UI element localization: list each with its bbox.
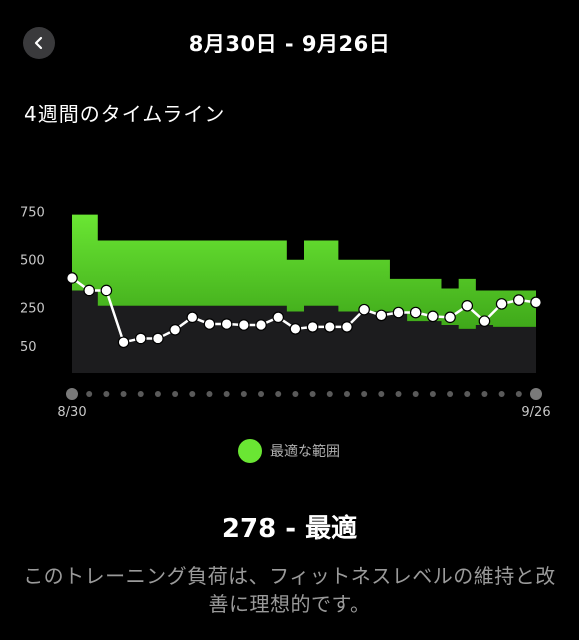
load-point <box>409 306 422 319</box>
load-line <box>71 276 537 344</box>
load-point <box>513 294 525 306</box>
load-point <box>238 319 250 331</box>
x-day-dot <box>343 391 350 397</box>
load-point <box>375 309 388 322</box>
legend-swatch <box>238 439 262 463</box>
load-point <box>255 319 267 331</box>
load-point <box>117 336 130 349</box>
y-tick-label: 50 <box>20 340 37 355</box>
x-day-dot <box>189 391 196 397</box>
load-point <box>478 315 491 327</box>
x-start-label: 8/30 <box>57 405 86 420</box>
legend-label: 最適な範囲 <box>270 444 340 460</box>
y-tick-label: 750 <box>20 206 45 221</box>
load-description: このトレーニング負荷は、フィットネスレベルの維持と改善に理想的です。 <box>23 564 556 616</box>
timeline-title: 4週間のタイムライン <box>24 102 226 126</box>
load-point <box>289 323 302 335</box>
x-day-dot <box>464 391 471 397</box>
load-point <box>461 300 474 312</box>
load-point <box>427 310 439 323</box>
x-day-dot <box>206 391 213 397</box>
x-day-dot <box>447 391 454 397</box>
x-day-dot <box>515 391 522 397</box>
load-point <box>530 296 542 309</box>
x-day-dot <box>223 391 230 397</box>
chevron-left-icon <box>34 36 43 50</box>
load-point <box>186 311 199 324</box>
load-point <box>203 318 216 330</box>
load-point <box>220 318 233 330</box>
load-point <box>152 332 164 345</box>
y-tick-label: 250 <box>20 302 45 317</box>
x-day-dot <box>103 391 110 397</box>
load-point <box>341 321 353 333</box>
load-point <box>272 311 285 324</box>
load-point <box>134 332 147 345</box>
page-title: 8月30日 - 9月26日 <box>188 32 391 56</box>
below-range-area <box>72 290 536 373</box>
y-tick-label: 500 <box>20 254 45 269</box>
x-day-dot <box>361 391 368 397</box>
x-day-dot <box>120 391 127 397</box>
x-day-dot <box>240 391 247 397</box>
legend: 最適な範囲 <box>238 439 340 463</box>
x-day-dot <box>395 391 402 397</box>
load-point <box>169 324 181 336</box>
x-day-dot <box>498 391 505 397</box>
x-day-dot <box>137 391 144 397</box>
x-day-dot <box>412 391 419 397</box>
x-day-dot <box>326 391 333 397</box>
load-point <box>323 321 336 333</box>
load-point <box>306 321 319 333</box>
x-endpoint-dot <box>66 388 78 400</box>
optimal-range-area <box>72 214 536 329</box>
x-end-label: 9/26 <box>521 405 550 420</box>
back-button[interactable] <box>23 27 55 59</box>
load-point <box>83 284 95 297</box>
x-endpoint-dot <box>530 388 542 400</box>
training-load-chart: 750 500 250 50 8/30 9/26 <box>20 206 551 420</box>
load-point <box>66 272 78 284</box>
x-day-dot <box>258 391 265 397</box>
x-day-dot <box>481 391 488 397</box>
x-day-dot <box>429 391 436 397</box>
x-day-dot <box>172 391 179 397</box>
load-point <box>444 311 456 324</box>
load-point <box>100 284 113 297</box>
load-value: 278 - 最適 <box>221 514 358 544</box>
x-day-dot <box>275 391 282 397</box>
x-day-dot <box>378 391 385 397</box>
load-point <box>495 298 508 310</box>
load-point <box>392 306 405 319</box>
x-day-dot <box>292 391 299 397</box>
x-day-dot <box>154 391 161 397</box>
x-day-dot <box>86 391 93 397</box>
x-day-dot <box>309 391 316 397</box>
load-point <box>358 303 370 316</box>
